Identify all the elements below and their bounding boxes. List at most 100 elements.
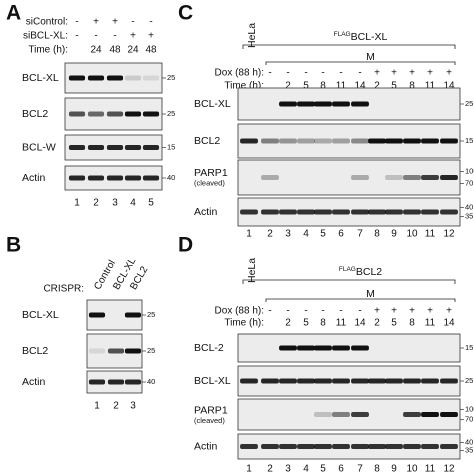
lane-number: 7 bbox=[357, 229, 363, 240]
lane-number: 5 bbox=[320, 229, 326, 240]
band bbox=[421, 444, 439, 449]
condition-value: - bbox=[149, 17, 152, 28]
bracket bbox=[265, 298, 456, 302]
condition-label: Dox (88 h): bbox=[215, 68, 264, 79]
band bbox=[87, 75, 105, 81]
band bbox=[142, 175, 160, 181]
lane-number: 3 bbox=[285, 229, 291, 240]
band bbox=[106, 111, 124, 117]
condition-value: 11 bbox=[425, 81, 436, 92]
construct: BCL-XL bbox=[351, 31, 388, 43]
band bbox=[124, 379, 142, 385]
condition-value: 5 bbox=[391, 318, 397, 329]
lane-number: 12 bbox=[443, 229, 455, 240]
condition-value: - bbox=[286, 68, 289, 79]
band bbox=[297, 444, 315, 449]
band bbox=[440, 378, 458, 384]
marker-label: 15 bbox=[167, 142, 175, 151]
band bbox=[279, 378, 297, 384]
condition-value: - bbox=[75, 31, 78, 42]
lane-number: 5 bbox=[148, 198, 154, 209]
band bbox=[297, 209, 315, 215]
marker-label: 25 bbox=[167, 109, 175, 118]
marker-label: 25 bbox=[465, 376, 473, 385]
condition-value: - bbox=[321, 306, 324, 317]
condition-value: + bbox=[374, 306, 380, 317]
band bbox=[403, 209, 421, 215]
lane-number: 10 bbox=[406, 464, 418, 475]
band bbox=[88, 348, 106, 354]
lane-number: 2 bbox=[267, 229, 273, 240]
blot: Actin 40 bbox=[22, 370, 155, 394]
blot: BCL2 25 bbox=[22, 333, 155, 369]
blot: BCL-W 15 bbox=[22, 134, 175, 161]
condition-value: 2 bbox=[374, 318, 380, 329]
band bbox=[124, 312, 142, 318]
condition-value: - bbox=[358, 306, 361, 317]
lane-number: 8 bbox=[374, 464, 380, 475]
lane-number: 2 bbox=[267, 464, 273, 475]
band bbox=[68, 145, 86, 150]
blot-label: Actin bbox=[194, 440, 218, 452]
condition-value: 8 bbox=[409, 318, 415, 329]
band bbox=[68, 175, 86, 181]
band bbox=[385, 444, 403, 449]
blot: PARP1(cleaved) 100 70 bbox=[194, 398, 474, 431]
marker-label: 35 bbox=[465, 212, 473, 221]
band bbox=[368, 209, 386, 215]
condition-label: siBCL-XL: bbox=[23, 31, 68, 42]
condition-value: 14 bbox=[443, 81, 455, 92]
band bbox=[385, 175, 403, 180]
condition-value: 5 bbox=[303, 81, 309, 92]
band bbox=[332, 101, 350, 107]
band bbox=[403, 412, 421, 417]
band bbox=[261, 209, 279, 215]
condition-value: + bbox=[148, 31, 154, 42]
band bbox=[421, 378, 439, 384]
condition-value: 14 bbox=[354, 318, 366, 329]
band bbox=[332, 138, 350, 144]
condition-value: 2 bbox=[374, 81, 380, 92]
band bbox=[124, 348, 142, 354]
band bbox=[124, 145, 142, 150]
blot-sublabel: (cleaved) bbox=[194, 416, 225, 425]
lane-number: 4 bbox=[303, 229, 309, 240]
condition-value: + bbox=[391, 68, 397, 79]
cell-line: HeLa bbox=[246, 258, 258, 283]
lane-number: 11 bbox=[425, 464, 436, 475]
marker-label: 40 bbox=[465, 202, 473, 211]
band bbox=[314, 378, 332, 384]
marker-label: 25 bbox=[167, 73, 175, 82]
band bbox=[385, 209, 403, 215]
band bbox=[68, 111, 86, 117]
lane-number: 8 bbox=[374, 229, 380, 240]
condition-value: + bbox=[130, 31, 136, 42]
band bbox=[240, 444, 258, 449]
band bbox=[351, 175, 369, 180]
band bbox=[261, 444, 279, 449]
condition-value: 8 bbox=[320, 318, 326, 329]
condition-value: 5 bbox=[303, 318, 309, 329]
panel-letter: A bbox=[6, 2, 21, 25]
band bbox=[314, 101, 332, 107]
condition-value: + bbox=[427, 68, 433, 79]
lane-number: 11 bbox=[425, 229, 436, 240]
blot-label: BCL-XL bbox=[22, 72, 59, 84]
band bbox=[314, 138, 332, 144]
lane-number: 4 bbox=[303, 464, 309, 475]
band bbox=[88, 379, 106, 385]
condition-value: + bbox=[93, 17, 99, 28]
condition-value: - bbox=[358, 68, 361, 79]
band bbox=[297, 345, 315, 351]
condition-value: - bbox=[304, 68, 307, 79]
band bbox=[107, 348, 125, 354]
lane-number: 3 bbox=[130, 401, 136, 412]
condition-label: Time (h): bbox=[224, 318, 264, 329]
band bbox=[403, 444, 421, 449]
bracket bbox=[265, 61, 456, 65]
band bbox=[351, 444, 369, 449]
band bbox=[107, 379, 125, 385]
